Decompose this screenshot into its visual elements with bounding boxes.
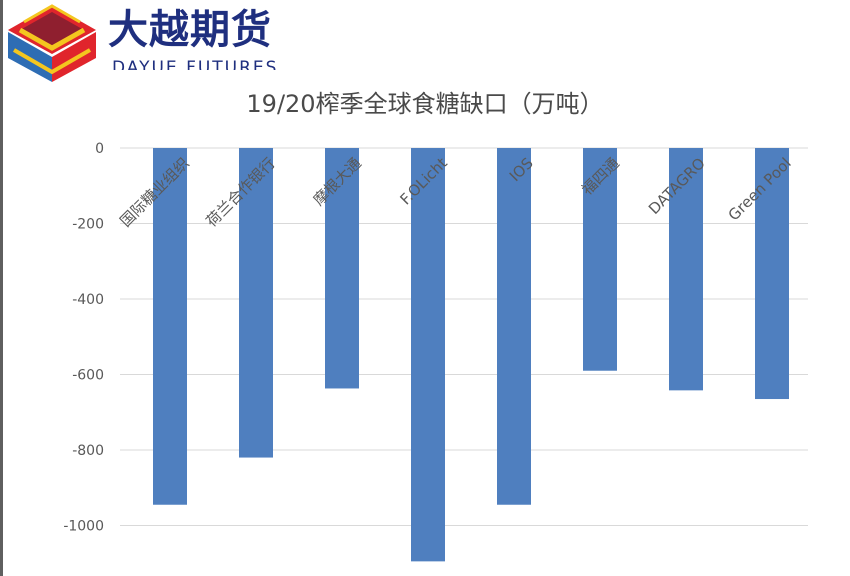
y-tick-label: -400	[72, 292, 104, 308]
left-edge-bar	[0, 0, 3, 576]
y-tick-label: -1000	[63, 519, 104, 535]
y-tick-label: -200	[72, 217, 104, 233]
bar	[153, 148, 187, 505]
chart-title: 19/20榨季全球食糖缺口（万吨）	[246, 90, 604, 118]
bar	[583, 148, 617, 371]
bar	[669, 148, 703, 391]
brand-name-cn: 大越期货	[108, 7, 272, 53]
brand-name-en: DAYUE FUTURES	[112, 58, 279, 70]
bar	[325, 148, 359, 389]
y-tick-label: -600	[72, 368, 104, 384]
bar	[497, 148, 531, 505]
y-tick-label: 0	[95, 141, 104, 157]
brand-logo: 大越期货 DAYUE FUTURES	[0, 0, 300, 82]
y-tick-label: -800	[72, 443, 104, 459]
bar	[411, 148, 445, 562]
bar	[755, 148, 789, 400]
dayue-logo-icon	[8, 4, 96, 82]
bar	[239, 148, 273, 458]
